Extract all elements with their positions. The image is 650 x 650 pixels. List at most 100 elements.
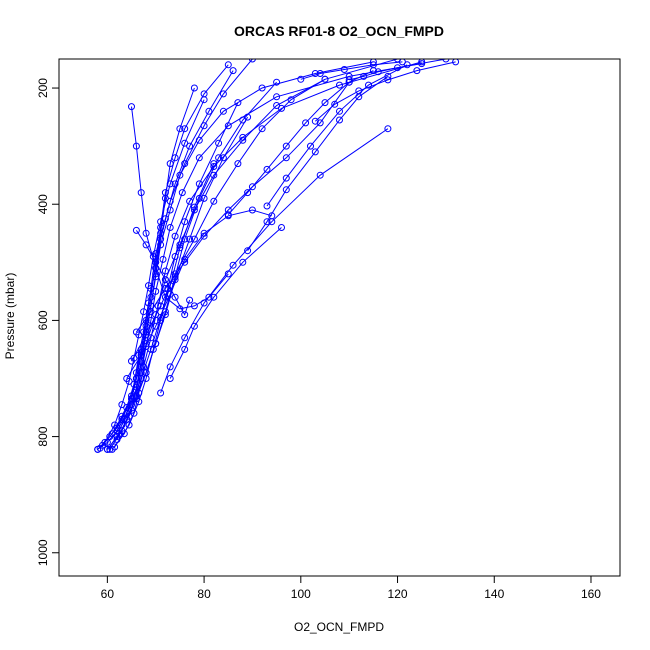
data-point xyxy=(152,258,160,266)
data-point xyxy=(132,395,140,403)
data-point xyxy=(142,229,150,237)
data-point xyxy=(132,142,140,150)
series-line xyxy=(247,75,389,251)
data-point xyxy=(316,119,324,127)
data-point xyxy=(210,197,218,205)
data-point xyxy=(345,78,353,86)
data-point xyxy=(234,99,242,107)
data-point xyxy=(149,345,157,353)
y-axis-title: Pressure (mbar) xyxy=(3,273,17,360)
data-point xyxy=(336,107,343,115)
data-point xyxy=(311,148,319,156)
data-point xyxy=(137,189,145,197)
data-point xyxy=(200,232,208,240)
data-point xyxy=(147,308,155,316)
series-line xyxy=(104,99,205,443)
data-point xyxy=(340,66,348,73)
data-point xyxy=(210,160,218,168)
data-point xyxy=(210,293,218,301)
data-point xyxy=(258,125,266,133)
data-point xyxy=(166,180,174,188)
data-point xyxy=(210,163,218,170)
data-point xyxy=(239,258,247,266)
data-point xyxy=(142,328,150,336)
data-point xyxy=(248,59,256,63)
data-point xyxy=(181,218,189,226)
data-point xyxy=(360,72,368,80)
data-point xyxy=(394,59,401,63)
data-point xyxy=(159,255,167,263)
data-point xyxy=(123,375,131,382)
data-point xyxy=(161,276,169,284)
data-point xyxy=(161,285,169,292)
data-point xyxy=(157,241,165,249)
data-point xyxy=(311,117,319,125)
plot-points xyxy=(94,59,460,453)
data-point xyxy=(186,296,194,304)
data-point xyxy=(94,445,102,453)
data-point xyxy=(171,154,179,162)
data-point xyxy=(149,253,157,260)
data-point xyxy=(181,311,189,319)
data-point xyxy=(181,345,189,353)
data-point xyxy=(140,363,148,371)
data-point xyxy=(336,81,343,89)
data-point xyxy=(137,351,145,359)
data-point xyxy=(224,206,232,214)
data-point xyxy=(200,96,208,104)
data-point xyxy=(219,90,227,98)
data-point xyxy=(166,160,174,168)
data-point xyxy=(178,189,186,197)
data-point xyxy=(157,218,165,226)
data-point xyxy=(331,100,339,108)
data-point xyxy=(137,369,145,377)
data-point xyxy=(157,389,165,397)
data-point xyxy=(142,316,150,324)
data-point xyxy=(345,76,353,84)
data-point xyxy=(171,180,179,188)
data-point xyxy=(171,253,179,260)
data-point xyxy=(132,383,140,391)
data-point xyxy=(369,59,377,66)
data-point xyxy=(101,438,109,446)
data-point xyxy=(321,75,329,83)
data-point xyxy=(176,125,184,133)
data-point xyxy=(374,68,382,76)
data-point xyxy=(166,363,174,371)
data-point xyxy=(128,103,135,111)
data-point xyxy=(384,125,392,133)
data-point xyxy=(442,59,450,63)
data-point xyxy=(248,183,256,191)
data-point xyxy=(113,436,121,443)
series-line xyxy=(99,64,229,449)
data-point xyxy=(311,70,319,77)
data-point xyxy=(307,142,314,150)
data-point xyxy=(244,247,252,255)
data-point xyxy=(316,171,324,179)
data-point xyxy=(171,232,179,240)
data-point xyxy=(282,142,290,150)
data-point xyxy=(142,331,150,339)
data-point xyxy=(132,375,140,382)
data-point xyxy=(157,302,165,310)
data-point xyxy=(205,107,213,115)
data-point xyxy=(186,235,194,243)
data-point xyxy=(152,340,160,348)
data-point xyxy=(321,99,329,107)
data-point xyxy=(190,235,198,243)
series-line xyxy=(300,61,403,80)
data-point xyxy=(224,122,232,130)
data-point xyxy=(128,401,135,409)
data-point xyxy=(365,81,372,89)
series-line xyxy=(349,63,422,81)
data-point xyxy=(181,334,189,342)
y-tick-label: 1000 xyxy=(36,539,50,566)
data-point xyxy=(248,206,256,214)
series-line xyxy=(314,61,456,122)
data-point xyxy=(229,67,237,75)
data-point xyxy=(181,255,189,263)
data-point xyxy=(166,375,174,382)
data-point xyxy=(229,261,237,269)
data-point xyxy=(452,59,460,66)
